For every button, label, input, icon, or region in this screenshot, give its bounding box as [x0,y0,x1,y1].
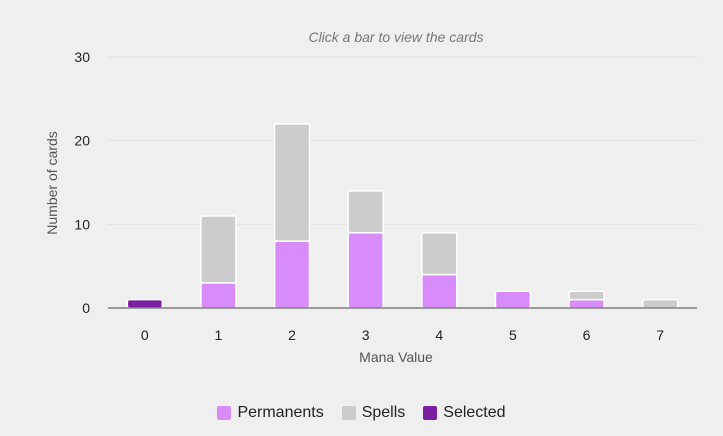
y-tick-label-0: 0 [82,300,90,316]
legend-item-selected[interactable]: Selected [423,404,506,422]
bar-spells-1[interactable] [200,215,237,284]
grid-lines [108,56,697,225]
legend-swatch-permanents [217,406,232,420]
bar-spells-3[interactable] [347,190,384,234]
legend-swatch-selected [423,406,438,420]
bar-permanents-5[interactable] [494,290,532,309]
x-tick-label-2: 2 [288,327,296,343]
bars[interactable] [126,123,679,309]
chart-legend: Permanents Spells Selected [0,404,723,422]
bar-permanents-6[interactable] [568,298,605,309]
y-tick-label-20: 20 [74,133,90,149]
bar-permanents-4[interactable] [421,273,458,309]
legend-label-spells: Spells [361,404,406,421]
x-axis-title: Mana Value [359,349,433,365]
chart-subtitle: Click a bar to view the cards [308,29,483,45]
x-tick-label-7: 7 [656,327,664,343]
x-tick-label-5: 5 [509,327,517,343]
chart-canvas: Click a bar to view the cards 0 10 20 30 0 1… [44,29,697,365]
legend-item-permanents[interactable]: Permanents [217,404,324,422]
y-tick-label-10: 10 [74,216,90,232]
legend-item-spells[interactable]: Spells [341,404,406,422]
x-tick-label-4: 4 [435,327,443,343]
legend-label-selected: Selected [443,404,506,421]
bar-selected-0[interactable] [126,298,164,309]
y-tick-labels: 0 10 20 30 [74,49,90,316]
bar-spells-4[interactable] [421,231,458,276]
legend-swatch-spells [341,406,356,420]
x-tick-label-1: 1 [215,327,223,343]
bar-permanents-3[interactable] [347,231,384,309]
x-tick-labels: 0 1 2 3 4 5 6 7 [141,327,664,343]
y-axis-title: Number of cards [44,131,60,234]
y-tick-label-30: 30 [74,49,90,65]
bar-permanents-2[interactable] [273,240,311,309]
legend-label-permanents: Permanents [237,404,324,421]
x-tick-label-0: 0 [141,327,149,343]
x-tick-label-3: 3 [362,327,370,343]
bar-permanents-1[interactable] [200,282,237,309]
bar-spells-6[interactable] [568,290,605,301]
bar-spells-7[interactable] [641,298,679,309]
bar-spells-2[interactable] [273,123,311,242]
x-tick-label-6: 6 [583,327,591,343]
